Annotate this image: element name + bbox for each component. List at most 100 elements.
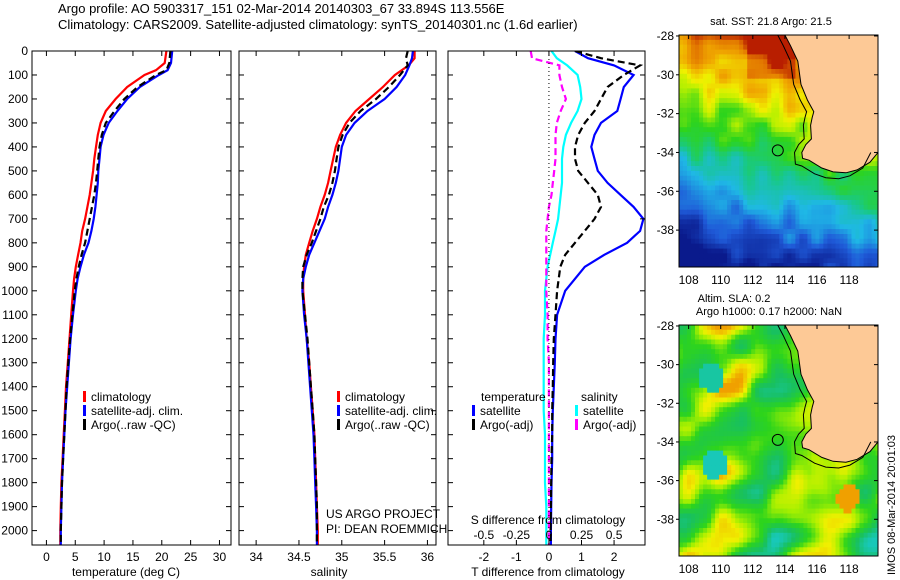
heatmap-cell [791,209,796,216]
heatmap-cell [791,132,796,138]
heatmap-cell [795,88,800,94]
heatmap-cell [683,132,688,138]
heatmap-cell [795,479,800,485]
heatmap-cell [867,523,873,529]
heatmap-cell [711,378,716,384]
heatmap-cell [703,78,708,85]
heatmap-cell [703,329,708,336]
heatmap-cell [807,234,812,240]
heatmap-cell [751,421,756,428]
heatmap-cell [831,528,837,534]
heatmap-cell [867,474,873,481]
heatmap-cell [763,98,768,104]
heatmap-cell [699,349,704,355]
heatmap-cell [763,88,768,94]
heatmap-cell [727,175,732,182]
heatmap-cell [787,339,792,345]
heatmap-cell [719,209,724,216]
heatmap-cell [735,407,740,413]
heatmap-cell [755,334,760,341]
heatmap-cell [759,127,764,133]
heatmap-cell [739,474,744,481]
heatmap-cell [731,54,736,60]
heatmap-cell [859,470,865,476]
heatmap-cell [731,383,736,389]
heatmap-cell [779,238,784,245]
heatmap-cell [771,494,776,500]
x-tick-label: 0 [546,550,553,564]
heatmap-cell [683,518,688,524]
heatmap-cell [795,190,800,196]
heatmap-cell [779,88,784,94]
heatmap-cell [691,141,696,148]
heatmap-cell [779,156,784,162]
heatmap-cell [751,441,756,447]
heatmap-cell [715,339,720,345]
heatmap-cell [755,455,760,461]
heatmap-cell [691,513,696,519]
heatmap-cell [743,431,748,437]
heatmap-cell [683,185,688,191]
heatmap-cell [811,195,816,201]
heatmap-cell [699,387,704,394]
heatmap-cell [847,170,853,177]
heatmap-cell [767,436,772,442]
heatmap-cell [787,358,792,365]
heatmap-cell [759,528,764,534]
heatmap-cell [747,344,752,350]
heatmap-cell [807,450,812,456]
heatmap-cell [875,238,878,245]
heatmap-cell [880,54,885,60]
heatmap-cell [715,329,720,336]
heatmap-cell [811,243,816,250]
heatmap-cell [819,499,824,505]
heatmap-cell [731,450,736,456]
heatmap-cell [739,263,744,267]
heatmap-cell [755,78,760,85]
heatmap-cell [795,474,800,481]
heatmap-cell [703,470,708,476]
map-y-tick-label: -30 [657,68,675,82]
heatmap-cell [775,180,780,187]
heatmap-cell [827,479,832,485]
heatmap-cell [759,132,764,138]
heatmap-cell [735,107,740,114]
heatmap-cell [855,258,861,264]
heatmap-cell [719,83,724,89]
heatmap-cell [703,499,708,505]
heatmap-cell [739,234,744,240]
heatmap-cell [783,378,788,384]
heatmap-cell [679,387,684,394]
heatmap-cell [747,122,752,128]
heatmap-cell [779,83,784,89]
heatmap-cell [683,441,688,447]
heatmap-cell [743,170,748,177]
heatmap-cell [863,204,869,211]
heatmap-cell [691,73,696,80]
secondary-x-tick-label: 0.5 [606,528,623,542]
heatmap-cell [763,127,768,133]
heatmap-cell [727,161,732,167]
heatmap-cell [695,54,700,60]
heatmap-cell [707,518,712,524]
heatmap-cell [851,200,857,206]
heatmap-cell [703,268,708,274]
heatmap-cell [791,378,796,384]
heatmap-cell [867,234,873,240]
heatmap-cell [699,195,704,201]
heatmap-cell [763,170,768,177]
heatmap-cell [711,88,716,94]
heatmap-cell [727,234,732,240]
x-tick-label: 34.5 [287,550,311,564]
heatmap-cell [739,484,744,490]
heatmap-cell [827,238,832,245]
heatmap-cell [827,248,832,255]
heatmap-cell [875,204,878,211]
heatmap-cell [771,373,776,379]
heatmap-cell [747,387,752,394]
heatmap-cell [707,349,712,355]
heatmap-cell [743,127,748,133]
heatmap-cell [787,44,792,51]
heatmap-cell [787,460,792,466]
heatmap-cell [695,166,700,172]
